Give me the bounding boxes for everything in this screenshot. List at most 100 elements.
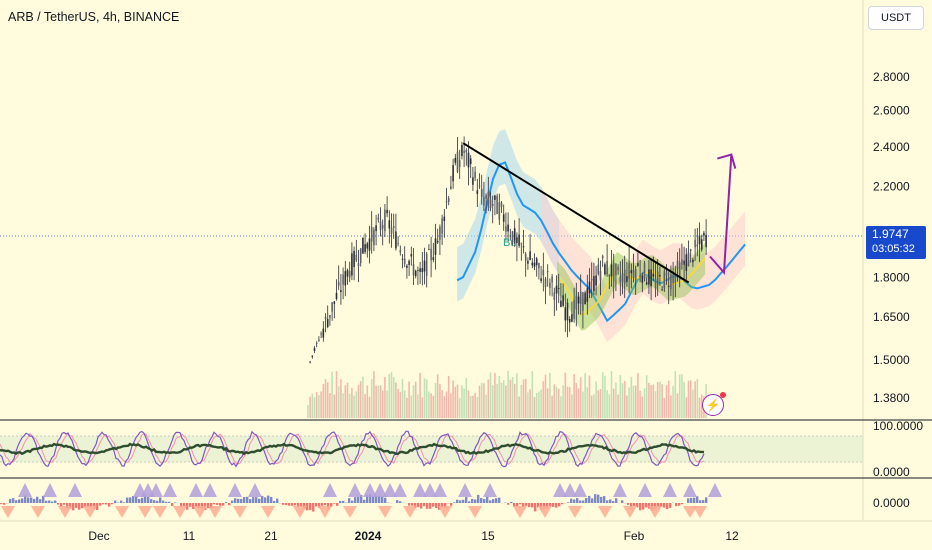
projection-arrow[interactable]: [709, 153, 737, 275]
cloud-baseline: [456, 161, 746, 323]
time-tick-2: 21: [264, 529, 278, 543]
volume-bar-94: [513, 383, 516, 418]
candle-26: [364, 233, 366, 255]
candle-164: [667, 271, 670, 305]
mom-bar-139: [417, 503, 420, 508]
volume-bar-30: [373, 371, 375, 418]
mom-bar-124: [372, 496, 375, 503]
volume-bar-25: [362, 376, 364, 418]
candle-58: [434, 223, 437, 270]
signal-up-14: [373, 483, 387, 497]
signal-down-12: [293, 506, 307, 518]
candle-134: [601, 254, 604, 267]
time-tick-4: 15: [481, 529, 495, 543]
volume-bar-158: [654, 391, 657, 418]
time-tick-6: 12: [725, 529, 739, 543]
trendline[interactable]: [462, 142, 690, 284]
mom-bar-57: [171, 503, 174, 507]
mom-bar-12: [36, 496, 39, 503]
candle-90: [505, 212, 507, 241]
candle-103: [533, 253, 536, 271]
mom-bar-113: [339, 500, 342, 503]
volume-bar-160: [659, 381, 661, 418]
mom-bar-60: [180, 503, 183, 508]
volume-bar-92: [509, 379, 512, 418]
candle-37: [388, 210, 391, 244]
signal-up-16: [393, 483, 407, 497]
volume-bar-62: [443, 396, 446, 418]
volume-bar-142: [619, 374, 622, 418]
mom-bar-207: [621, 500, 624, 503]
candle-49: [414, 269, 417, 279]
mom-bar-6: [18, 499, 21, 503]
symbol-title: ARB / TetherUS, 4h, BINANCE: [8, 10, 180, 24]
candle-122: [575, 282, 578, 327]
signal-down-10: [233, 506, 247, 518]
volume-bar-71: [463, 388, 465, 418]
volume-bar-98: [522, 379, 525, 418]
volume-bar-129: [590, 395, 593, 418]
candle-115: [560, 283, 562, 308]
signal-up-6: [163, 483, 177, 497]
mom-bar-151: [453, 502, 456, 503]
mom-bar-92: [276, 498, 279, 503]
volume-bar-143: [621, 383, 624, 418]
volume-bar-166: [672, 385, 674, 418]
mom-bar-173: [519, 503, 522, 505]
candle-107: [542, 252, 545, 292]
mom-bar-70: [210, 503, 213, 509]
candle-75: [472, 167, 474, 191]
volume-bar-21: [353, 395, 355, 418]
volume-bar-18: [346, 382, 349, 418]
candle-147: [630, 263, 633, 289]
mom-bar-11: [33, 498, 36, 503]
candle-170: [681, 243, 683, 270]
candle-110: [549, 278, 551, 296]
candle-123: [577, 292, 580, 315]
alert-lightning-button[interactable]: ⚡: [702, 392, 726, 416]
mom-bar-99: [297, 503, 300, 508]
volume-bar-59: [436, 374, 439, 418]
volume-bar-172: [685, 397, 688, 418]
candle-181: [705, 219, 707, 256]
signal-up-19: [433, 483, 447, 497]
mom-bar-48: [144, 495, 147, 503]
volume-bar-68: [456, 384, 459, 418]
volume-bar-50: [417, 394, 419, 418]
volume-bar-125: [582, 391, 584, 418]
volume-bars: [307, 370, 707, 418]
volume-bar-54: [425, 379, 428, 418]
candle-152: [641, 272, 644, 293]
signal-up-7: [189, 483, 203, 497]
price-tick-1: 2.6000: [873, 104, 910, 118]
mom-bar-230: [690, 497, 693, 503]
candle-82: [487, 176, 490, 212]
volume-bar-37: [388, 373, 391, 418]
candle-34: [381, 219, 384, 246]
mom-bar-218: [654, 503, 657, 509]
currency-button[interactable]: USDT: [868, 6, 924, 30]
volume-bar-162: [663, 397, 666, 418]
volume-bar-10: [329, 393, 331, 418]
candle-71: [463, 136, 465, 168]
candle-146: [628, 246, 630, 294]
signal-up-15: [383, 483, 397, 497]
signal-up-23: [563, 483, 577, 497]
osc-tick-0: 100.0000: [873, 419, 923, 433]
mom-bar-52: [156, 500, 159, 503]
mom-bar-119: [357, 496, 360, 503]
volume-bar-85: [494, 373, 496, 418]
mom-bar-79: [237, 498, 240, 503]
candle-27: [366, 241, 369, 258]
volume-bar-161: [661, 384, 663, 418]
price-tick-5: 1.6500: [873, 310, 910, 324]
mom-bar-28: [84, 503, 87, 507]
candle-138: [610, 249, 613, 287]
mom-bar-64: [192, 503, 195, 509]
volume-bar-27: [366, 385, 369, 418]
candle-12: [333, 301, 336, 319]
candle-167: [674, 265, 677, 298]
mom-bar-235: [705, 497, 708, 503]
candle-160: [659, 266, 661, 286]
